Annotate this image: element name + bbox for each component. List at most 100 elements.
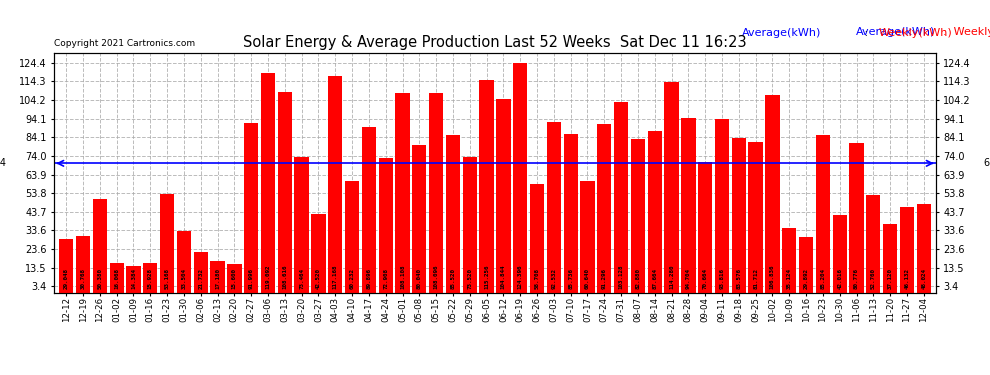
Text: 14.384: 14.384 [131, 268, 136, 289]
Text: 50.380: 50.380 [97, 268, 102, 289]
Text: 60.232: 60.232 [349, 268, 354, 289]
Text: 58.708: 58.708 [535, 268, 540, 289]
Text: 17.180: 17.180 [215, 268, 220, 289]
Bar [446, 135, 460, 292]
Text: Copyright 2021 Cartronics.com: Copyright 2021 Cartronics.com [54, 39, 196, 48]
Text: Average(kWh): Average(kWh) [856, 27, 936, 37]
Bar [900, 207, 914, 292]
Text: 85.736: 85.736 [568, 268, 573, 289]
Text: 72.908: 72.908 [383, 268, 388, 289]
Text: 91.996: 91.996 [248, 268, 253, 289]
Text: 21.732: 21.732 [198, 268, 203, 289]
Bar [715, 119, 730, 292]
Text: 85.204: 85.204 [821, 268, 826, 289]
Bar [782, 228, 796, 292]
Text: 82.880: 82.880 [636, 268, 641, 289]
Text: 104.844: 104.844 [501, 264, 506, 289]
Text: 106.836: 106.836 [770, 264, 775, 289]
Bar [160, 194, 174, 292]
Bar [59, 239, 73, 292]
Bar [614, 102, 629, 292]
Bar [76, 236, 90, 292]
Bar [177, 231, 191, 292]
Bar [546, 122, 561, 292]
Text: 94.704: 94.704 [686, 268, 691, 289]
Bar [664, 81, 679, 292]
Text: 81.712: 81.712 [753, 268, 758, 289]
Text: :  Weekly(kWh): : Weekly(kWh) [936, 27, 990, 37]
Text: Average(kWh): Average(kWh) [742, 28, 821, 38]
Bar [563, 134, 578, 292]
Text: 35.124: 35.124 [787, 268, 792, 289]
Text: 42.016: 42.016 [838, 268, 842, 289]
Text: 89.896: 89.896 [366, 268, 371, 289]
Bar [311, 214, 326, 292]
Text: :: : [860, 28, 871, 38]
Bar [127, 266, 141, 292]
Bar [732, 138, 745, 292]
Bar [378, 158, 393, 292]
Text: 108.108: 108.108 [400, 264, 405, 289]
Bar [631, 140, 645, 292]
Text: 108.096: 108.096 [434, 264, 439, 289]
Text: 108.616: 108.616 [282, 264, 287, 289]
Bar [799, 237, 813, 292]
Bar [194, 252, 208, 292]
Text: 60.640: 60.640 [585, 268, 590, 289]
Text: 85.520: 85.520 [450, 268, 455, 289]
Bar [412, 145, 427, 292]
Bar [765, 95, 779, 292]
Text: 16.068: 16.068 [114, 268, 119, 289]
Bar [530, 184, 544, 292]
Bar [245, 123, 258, 292]
Text: 92.532: 92.532 [551, 268, 556, 289]
Text: 80.040: 80.040 [417, 268, 422, 289]
Bar [361, 126, 376, 292]
Bar [211, 261, 225, 292]
Text: 46.132: 46.132 [905, 268, 910, 289]
Bar [833, 215, 846, 292]
Bar [429, 93, 444, 292]
Text: 73.520: 73.520 [467, 268, 472, 289]
Text: 87.664: 87.664 [652, 268, 657, 289]
Bar [917, 204, 931, 292]
Text: 53.168: 53.168 [164, 268, 169, 289]
Bar [816, 135, 830, 292]
Bar [462, 157, 477, 292]
Text: 114.280: 114.280 [669, 264, 674, 289]
Bar [748, 142, 762, 292]
Text: 29.048: 29.048 [63, 268, 68, 289]
Text: 48.024: 48.024 [922, 268, 927, 289]
Bar [228, 264, 242, 292]
Bar [277, 92, 292, 292]
Text: 70.664: 70.664 [703, 268, 708, 289]
Bar [328, 76, 343, 292]
Bar [294, 157, 309, 292]
Title: Solar Energy & Average Production Last 52 Weeks  Sat Dec 11 16:23: Solar Energy & Average Production Last 5… [244, 35, 746, 50]
Text: ← 69.974: ← 69.974 [0, 158, 6, 168]
Bar [849, 143, 863, 292]
Text: 15.928: 15.928 [148, 268, 152, 289]
Bar [93, 200, 107, 292]
Text: 124.396: 124.396 [518, 264, 523, 289]
Text: 30.768: 30.768 [80, 268, 85, 289]
Text: 83.576: 83.576 [737, 268, 742, 289]
Text: 29.892: 29.892 [804, 268, 809, 289]
Text: 80.776: 80.776 [854, 268, 859, 289]
Bar [496, 99, 511, 292]
Bar [479, 80, 494, 292]
Bar [698, 162, 713, 292]
Text: 115.256: 115.256 [484, 264, 489, 289]
Bar [110, 263, 124, 292]
Bar [681, 118, 696, 292]
Text: 33.504: 33.504 [181, 268, 186, 289]
Text: 15.600: 15.600 [232, 268, 237, 289]
Text: Weekly(kWh): Weekly(kWh) [878, 28, 952, 38]
Bar [513, 63, 528, 292]
Bar [260, 73, 275, 292]
Bar [866, 195, 880, 292]
Text: 119.092: 119.092 [265, 264, 270, 289]
Bar [647, 130, 662, 292]
Text: 93.816: 93.816 [720, 268, 725, 289]
Bar [345, 181, 359, 292]
